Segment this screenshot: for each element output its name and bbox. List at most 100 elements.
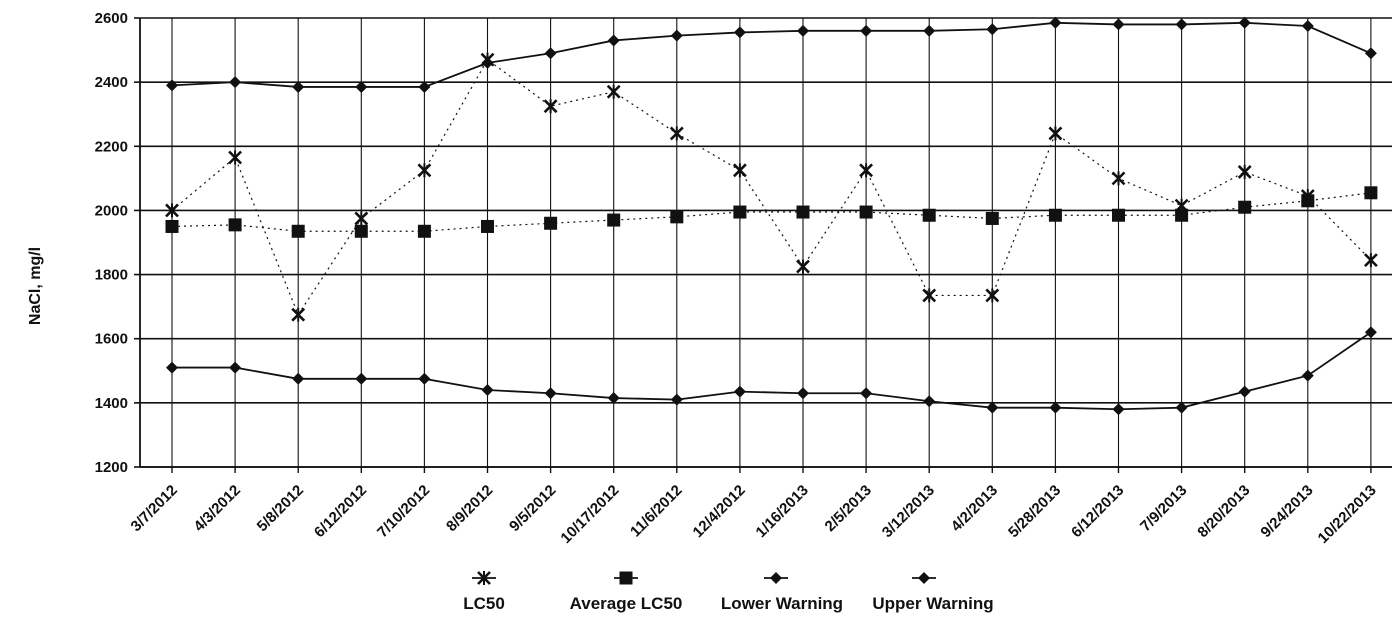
series-layer (165, 16, 1378, 416)
data-point (1175, 401, 1188, 414)
x-tick-label: 3/7/2012 (128, 482, 181, 535)
series-average-lc50 (165, 186, 1378, 238)
series-line (171, 58, 1372, 316)
data-point (1301, 20, 1314, 33)
y-tick-label: 1400 (95, 395, 128, 412)
data-point (670, 29, 683, 42)
data-point (796, 259, 810, 274)
data-point (1364, 326, 1377, 339)
legend-label: LC50 (463, 594, 505, 613)
y-tick-label: 1200 (95, 459, 128, 476)
data-point (860, 24, 873, 37)
data-point (544, 47, 557, 60)
data-point (355, 80, 368, 93)
data-point (1112, 208, 1125, 222)
data-point (1301, 369, 1314, 382)
x-tick-label: 12/4/2012 (690, 482, 749, 541)
data-point (228, 218, 242, 232)
data-point (986, 401, 999, 414)
y-tick-label: 2600 (95, 10, 128, 27)
data-point (733, 205, 747, 219)
data-point (922, 208, 936, 222)
data-point (481, 384, 494, 397)
data-point (1301, 194, 1315, 208)
data-point (292, 372, 305, 385)
data-point (859, 163, 874, 178)
data-point (797, 24, 809, 37)
legend: LC50 Average LC50 Lower Warning Upper Warni… (463, 571, 994, 613)
data-point (986, 23, 999, 36)
x-tick-label: 7/9/2013 (1137, 482, 1190, 535)
y-tick-label: 1800 (95, 267, 128, 284)
data-point (1364, 186, 1378, 200)
data-point (354, 211, 369, 226)
data-point (733, 26, 746, 39)
x-tick-label: 10/17/2012 (557, 482, 622, 547)
data-point (985, 211, 999, 225)
data-point (166, 361, 178, 374)
legend-label: Upper Warning (872, 594, 993, 613)
data-point (292, 80, 305, 93)
data-point (1238, 200, 1252, 214)
legend-marker (619, 571, 633, 585)
data-point (544, 387, 557, 400)
data-point (417, 224, 431, 238)
series-upper-warning (166, 16, 1377, 93)
data-point (607, 213, 621, 227)
data-point (1112, 18, 1125, 31)
data-point (669, 126, 684, 141)
data-point (1111, 171, 1126, 186)
data-point (922, 288, 937, 303)
data-point (1175, 18, 1188, 31)
y-tick-label: 1600 (95, 331, 128, 348)
data-point (860, 387, 873, 400)
legend-item: LC50 (463, 571, 505, 613)
data-point (732, 163, 747, 178)
x-axis-ticks: 3/7/2012 4/3/2012 5/8/2012 6/12/2012 7/10/20… (128, 467, 1380, 547)
data-point (417, 163, 432, 178)
x-tick-label: 8/9/2012 (443, 482, 496, 535)
data-point (1175, 208, 1189, 222)
series-lower-warning (166, 326, 1377, 416)
data-point (1112, 403, 1125, 416)
data-point (607, 392, 620, 405)
data-point (670, 393, 683, 406)
x-tick-label: 6/12/2013 (1068, 482, 1127, 541)
data-point (229, 361, 242, 374)
data-point (1049, 16, 1062, 29)
data-point (165, 203, 179, 218)
data-point (481, 56, 494, 69)
y-tick-label: 2400 (95, 74, 128, 91)
data-point (1363, 253, 1378, 268)
x-tick-label: 11/6/2012 (627, 482, 686, 541)
data-point (166, 79, 178, 92)
data-point (1238, 16, 1251, 29)
legend-item: Lower Warning (721, 572, 843, 613)
legend-marker (770, 572, 782, 584)
data-point (923, 24, 936, 37)
x-tick-label: 2/5/2013 (822, 482, 875, 535)
legend-label: Lower Warning (721, 594, 843, 613)
data-point (291, 224, 305, 238)
grid (140, 17, 1392, 468)
data-point (859, 205, 873, 219)
x-tick-label: 4/2/2013 (948, 482, 1001, 535)
x-tick-label: 10/22/2013 (1315, 482, 1380, 547)
legend-label: Average LC50 (570, 594, 683, 613)
data-point (418, 372, 431, 385)
data-point (1364, 47, 1377, 60)
data-point (1048, 208, 1062, 222)
data-point (354, 224, 368, 238)
data-point (985, 288, 1000, 303)
plot-frame (139, 18, 1392, 468)
x-tick-label: 7/10/2012 (374, 482, 433, 541)
data-point (165, 219, 179, 233)
data-point (481, 219, 494, 233)
data-point (797, 387, 809, 400)
legend-item: Average LC50 (570, 571, 683, 613)
legend-marker (918, 572, 930, 584)
data-point (923, 395, 936, 408)
x-tick-label: 9/24/2013 (1257, 482, 1316, 541)
data-point (229, 76, 242, 89)
